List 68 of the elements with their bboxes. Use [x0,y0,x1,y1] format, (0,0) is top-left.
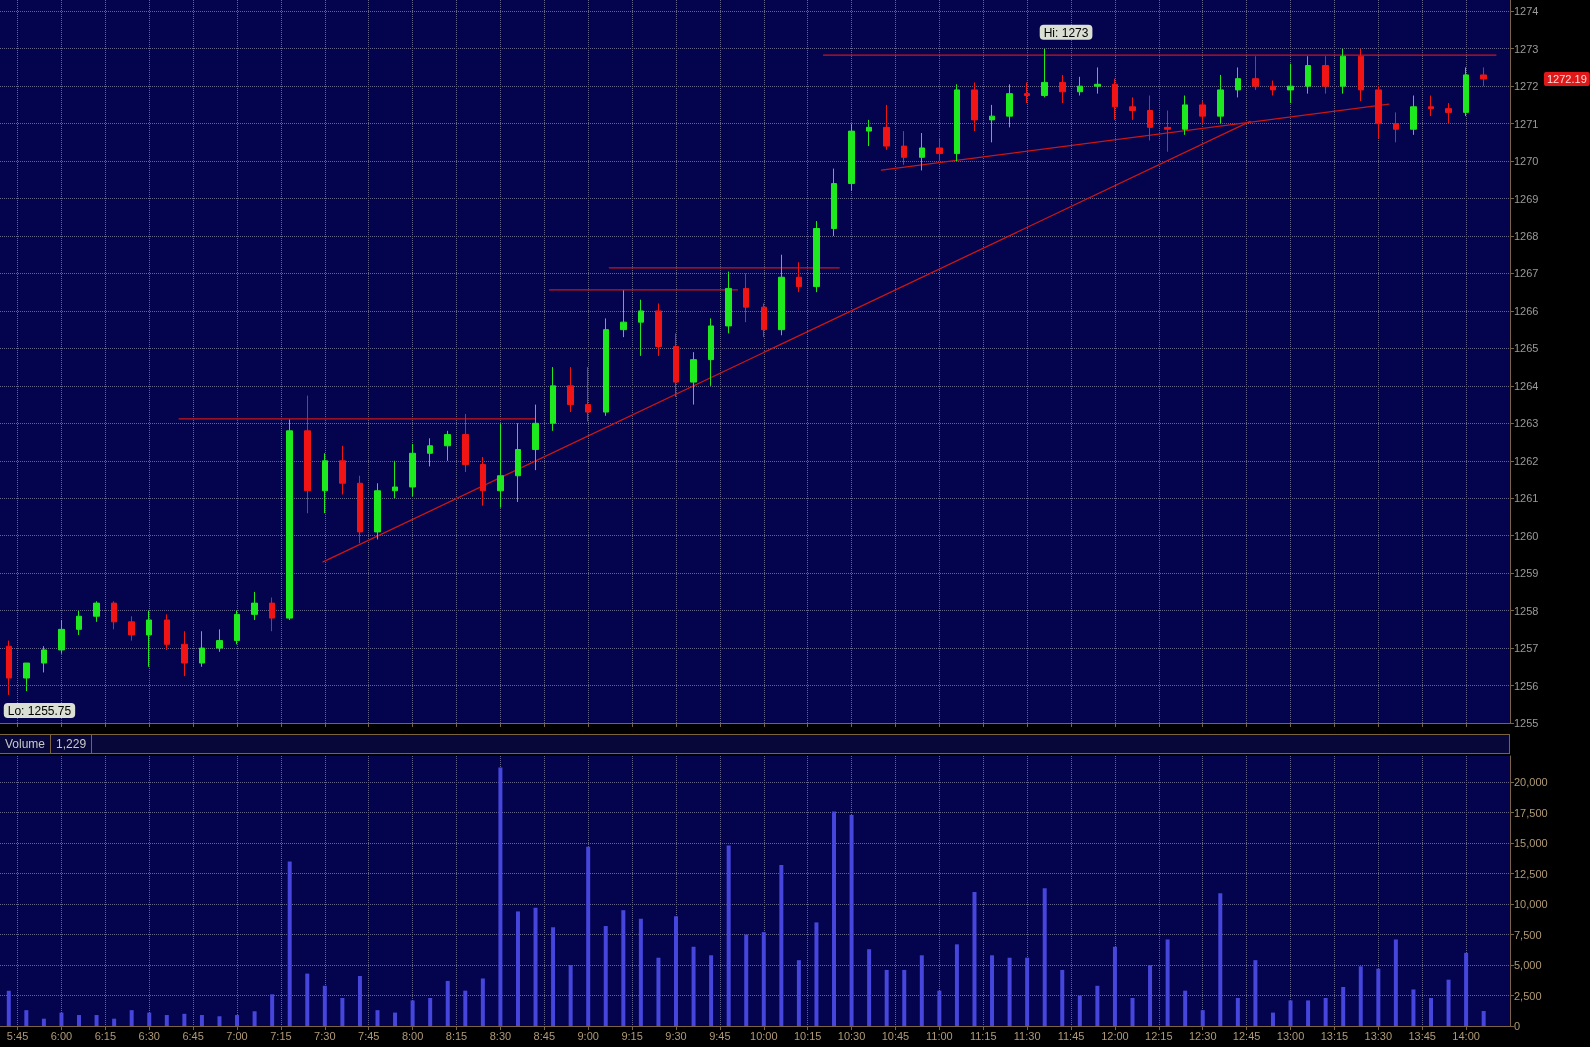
x-tick-label: 8:30 [489,1029,512,1042]
y-tick-label: 1259 [1514,567,1539,580]
y-tick-label: 1267 [1514,267,1539,280]
x-tick-label: 11:45 [1057,1029,1085,1042]
y-tick-label: 1268 [1514,230,1539,243]
x-tick-label: 10:30 [837,1029,866,1042]
y-tick-label: 1256 [1514,679,1539,692]
y-tick-label: 20,000 [1514,776,1548,789]
x-tick-label: 6:30 [138,1029,160,1042]
x-tick-label: 12:15 [1145,1029,1173,1042]
x-tick-label: 13:00 [1276,1029,1305,1042]
x-tick-label: 12:30 [1188,1029,1217,1042]
y-tick-label: 1272 [1514,80,1539,93]
y-tick-label: 5,000 [1514,959,1542,972]
y-tick-label: 1274 [1514,5,1539,18]
annotation: Hi: 1273 [1043,25,1089,40]
y-tick-label: 1271 [1514,117,1539,130]
x-tick-label: 12:45 [1232,1029,1261,1042]
x-tick-label: 9:45 [709,1029,731,1042]
x-tick-label: 6:45 [182,1029,204,1042]
x-tick-label: 14:00 [1452,1029,1480,1042]
y-tick-label: 1266 [1514,304,1539,317]
x-tick-label: 9:15 [621,1029,643,1042]
y-tick-label: 1255 [1514,717,1539,729]
y-tick-label: 1261 [1514,492,1539,505]
x-tick-label: 13:30 [1364,1029,1393,1042]
x-tick-label: 8:45 [533,1029,556,1042]
y-tick-label: 1263 [1514,417,1539,430]
x-tick-label: 5:45 [6,1029,29,1042]
x-tick-label: 11:15 [969,1029,997,1042]
chart-title: Volume [0,735,52,753]
y-tick-label: 1262 [1514,454,1539,467]
y-tick-label: 1260 [1514,529,1539,542]
annotation: Lo: 1255.75 [7,703,72,718]
y-tick-label: 1257 [1514,642,1539,655]
x-tick-label: 12:00 [1101,1029,1129,1042]
x-tick-label: 9:30 [665,1029,687,1042]
y-tick-label: 2,500 [1514,989,1542,1002]
y-tick-label: 1273 [1514,42,1539,55]
x-tick-label: 7:15 [270,1029,292,1042]
x-tick-label: 7:00 [226,1029,248,1042]
y-tick-label: 7,500 [1514,928,1542,941]
text: 1272.19 [1547,73,1587,86]
y-tick-label: 15,000 [1514,837,1548,850]
x-tick-label: 13:45 [1408,1029,1436,1042]
x-tick-label: 10:15 [793,1029,822,1042]
x-tick-label: 6:00 [50,1029,73,1042]
x-tick-label: 13:15 [1320,1029,1349,1042]
x-tick-label: 10:45 [881,1029,910,1042]
y-tick-label: 1265 [1514,342,1539,355]
x-tick-label: 10:00 [750,1029,778,1042]
x-tick-label: 11:00 [926,1029,953,1042]
y-tick-label: 1270 [1514,155,1539,168]
y-tick-label: 1269 [1514,192,1539,205]
y-tick-label: 1264 [1514,379,1539,392]
x-tick-label: 8:15 [445,1029,468,1042]
y-tick-label: 0 [1514,1020,1521,1032]
y-tick-label: 12,500 [1514,867,1548,880]
x-tick-label: 7:30 [314,1029,336,1042]
x-tick-label: 11:30 [1013,1029,1041,1042]
x-tick-label: 8:00 [401,1029,424,1042]
x-tick-label: 7:45 [358,1029,380,1042]
text: 1,229 [51,735,93,753]
x-tick-label: 9:00 [577,1029,599,1042]
x-tick-label: 6:15 [94,1029,117,1042]
y-tick-label: 17,500 [1514,806,1548,819]
y-tick-label: 10,000 [1514,898,1548,911]
y-tick-label: 1258 [1514,604,1539,617]
